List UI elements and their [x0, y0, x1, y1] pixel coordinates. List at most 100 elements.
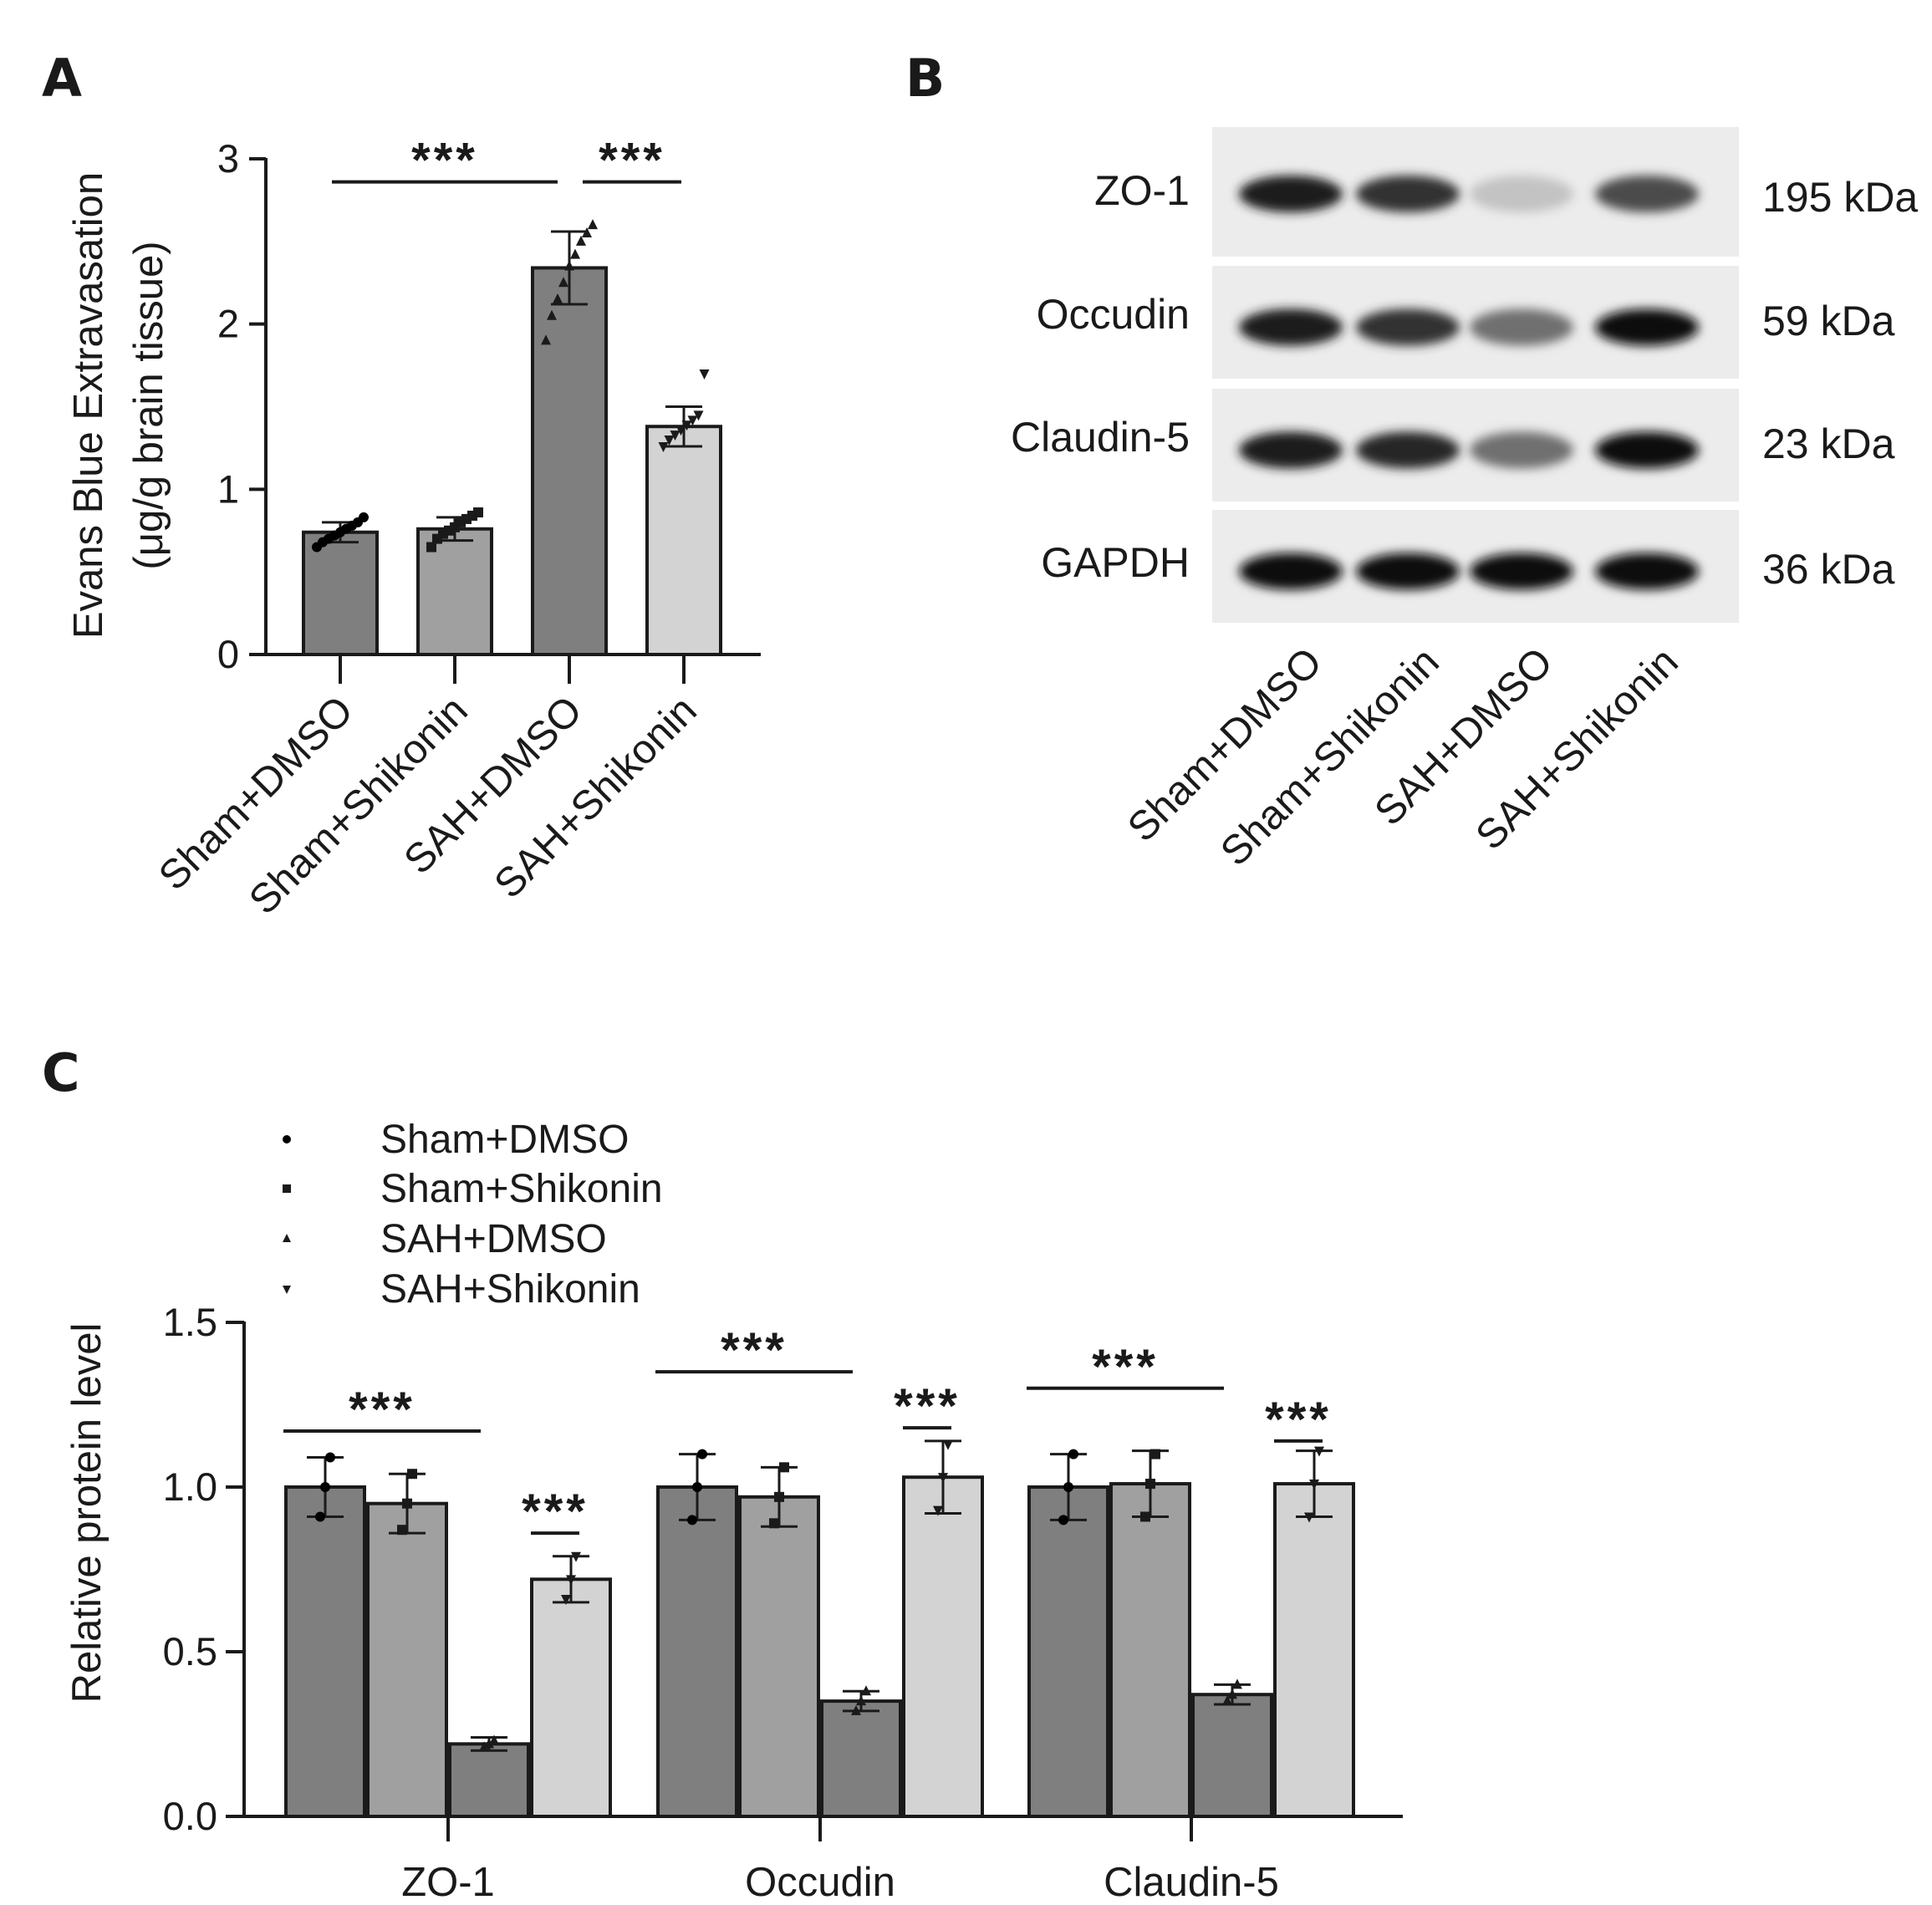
panel-a-data-point [588, 219, 598, 230]
panel-c-data-point [1309, 1480, 1319, 1490]
legend-label: Sham+Shikonin [380, 1167, 663, 1211]
panel-c-bar [656, 1485, 738, 1818]
panel-c-bar [1027, 1485, 1109, 1818]
panel-c-significance-stars: *** [894, 1379, 961, 1434]
panel-a-y-tick-label: 2 [217, 302, 239, 346]
panel-c-bar [820, 1699, 902, 1818]
panel-c-data-point [856, 1695, 866, 1706]
panel-c-data-point [779, 1462, 789, 1473]
blot-band [1356, 553, 1460, 590]
legend-marker [283, 1286, 291, 1294]
panel-c-ylabel: Relative protein level [64, 1323, 110, 1704]
panel-c-bar [1109, 1482, 1191, 1819]
panel-c-bar [1273, 1482, 1355, 1819]
legend-label: Sham+DMSO [380, 1118, 629, 1162]
blot-band [1595, 176, 1699, 212]
panel-c-data-point [484, 1738, 494, 1749]
panel-c-bar [902, 1475, 984, 1819]
panel-a-data-point [582, 227, 592, 237]
panel-a-significance-stars: *** [599, 134, 665, 188]
panel-a-data-point [670, 430, 681, 441]
panel-c-data-point [769, 1518, 779, 1529]
panel-c-data-point [571, 1551, 581, 1562]
panel-c-bar [738, 1495, 820, 1818]
panel-label-b: B [905, 48, 945, 109]
panel-c-data-point [561, 1594, 571, 1605]
panel-a-data-point [541, 334, 551, 345]
panel-c-bar [1191, 1693, 1273, 1818]
panel-c-significance-stars: *** [1265, 1393, 1332, 1447]
panel-c-data-point [1314, 1446, 1324, 1457]
panel-a-ylabel-line1: Evans Blue Extravasation [66, 172, 111, 639]
blot-band [1356, 431, 1460, 469]
panel-c-category-label: ZO-1 [401, 1860, 495, 1905]
panel-c-data-point [697, 1449, 707, 1459]
blot-band [1470, 431, 1573, 469]
panel-a-data-point [675, 425, 686, 436]
panel-a-data-point [426, 542, 436, 553]
panel-c-significance-stars: *** [522, 1485, 589, 1539]
panel-a-data-point [699, 369, 710, 379]
panel-c-data-point [687, 1515, 697, 1526]
panel-c-y-tick-label: 1.0 [163, 1464, 217, 1509]
blot-size-label: 59 kDa [1762, 298, 1895, 344]
panel-c-data-point [407, 1469, 417, 1480]
panel-c-chart: Sham+DMSO Sham+Shikonin SAH+DMSO SAH+Shikon… [64, 1118, 1403, 1905]
blot-size-label: 36 kDa [1762, 546, 1895, 593]
panel-a-data-point [558, 277, 568, 288]
legend-marker [283, 1234, 291, 1242]
blot-protein-label: Claudin-5 [1011, 414, 1190, 461]
panel-c-bar [284, 1485, 366, 1818]
panel-c-data-point [1232, 1678, 1242, 1689]
panel-c-data-point [566, 1575, 576, 1586]
panel-a-category-label: SAH+Shikonin [486, 688, 706, 908]
panel-c-data-point [315, 1511, 325, 1522]
panel-c-bar [530, 1577, 612, 1818]
legend-label: SAH+DMSO [380, 1217, 607, 1261]
panel-c-significance-stars: *** [349, 1383, 415, 1437]
blot-band [1595, 308, 1699, 346]
blot-protein-label: ZO-1 [1094, 167, 1190, 214]
panel-c-significance-stars: *** [1092, 1340, 1159, 1394]
panel-c-data-point [1222, 1695, 1232, 1706]
panel-c-y-tick-label: 1.5 [163, 1300, 217, 1344]
panel-c-y-tick-label: 0.5 [163, 1629, 217, 1673]
panel-b-western-blot: ZO-1 195 kDa Occudin 59 kDa Claudin-5 23 kDa G… [1011, 127, 1918, 874]
blot-band [1356, 308, 1460, 346]
panel-c-data-point [489, 1734, 499, 1745]
panel-c-data-point [692, 1482, 702, 1492]
legend-label: SAH+Shikonin [380, 1267, 640, 1312]
blot-band [1239, 431, 1343, 469]
panel-c-data-point [938, 1473, 948, 1484]
panel-c-data-point [774, 1491, 784, 1502]
blot-protein-label: GAPDH [1041, 539, 1190, 586]
panel-c-data-point [1058, 1515, 1068, 1526]
blot-size-label: 195 kDa [1762, 174, 1918, 221]
panel-c-data-point [1063, 1482, 1073, 1492]
panel-a-data-point [687, 415, 698, 426]
blot-band [1356, 176, 1460, 212]
panel-a-data-point [576, 235, 586, 246]
panel-c-significance-stars: *** [721, 1323, 788, 1378]
panel-c-category-label: Occudin [745, 1860, 895, 1905]
panel-c-data-point [479, 1741, 489, 1752]
panel-c-y-tick-label: 0.0 [163, 1794, 217, 1838]
panel-a-bar [645, 425, 722, 656]
panel-a-data-point [664, 436, 675, 446]
panel-c-data-point [851, 1704, 861, 1715]
blot-band [1239, 176, 1343, 212]
panel-c-data-point [861, 1685, 871, 1696]
panel-a-data-point [359, 512, 369, 522]
blot-band [1595, 553, 1699, 590]
panel-c-data-point [943, 1439, 953, 1450]
panel-c-data-point [1068, 1449, 1078, 1459]
panel-label-c: C [42, 1042, 80, 1103]
panel-c-data-point [402, 1498, 412, 1509]
panel-a-data-point [658, 441, 669, 452]
panel-c-category-label: Claudin-5 [1104, 1860, 1279, 1905]
panel-a-data-point [473, 507, 483, 518]
panel-c-data-point [397, 1525, 407, 1536]
panel-a-data-point [564, 260, 574, 271]
blot-band [1239, 308, 1343, 346]
